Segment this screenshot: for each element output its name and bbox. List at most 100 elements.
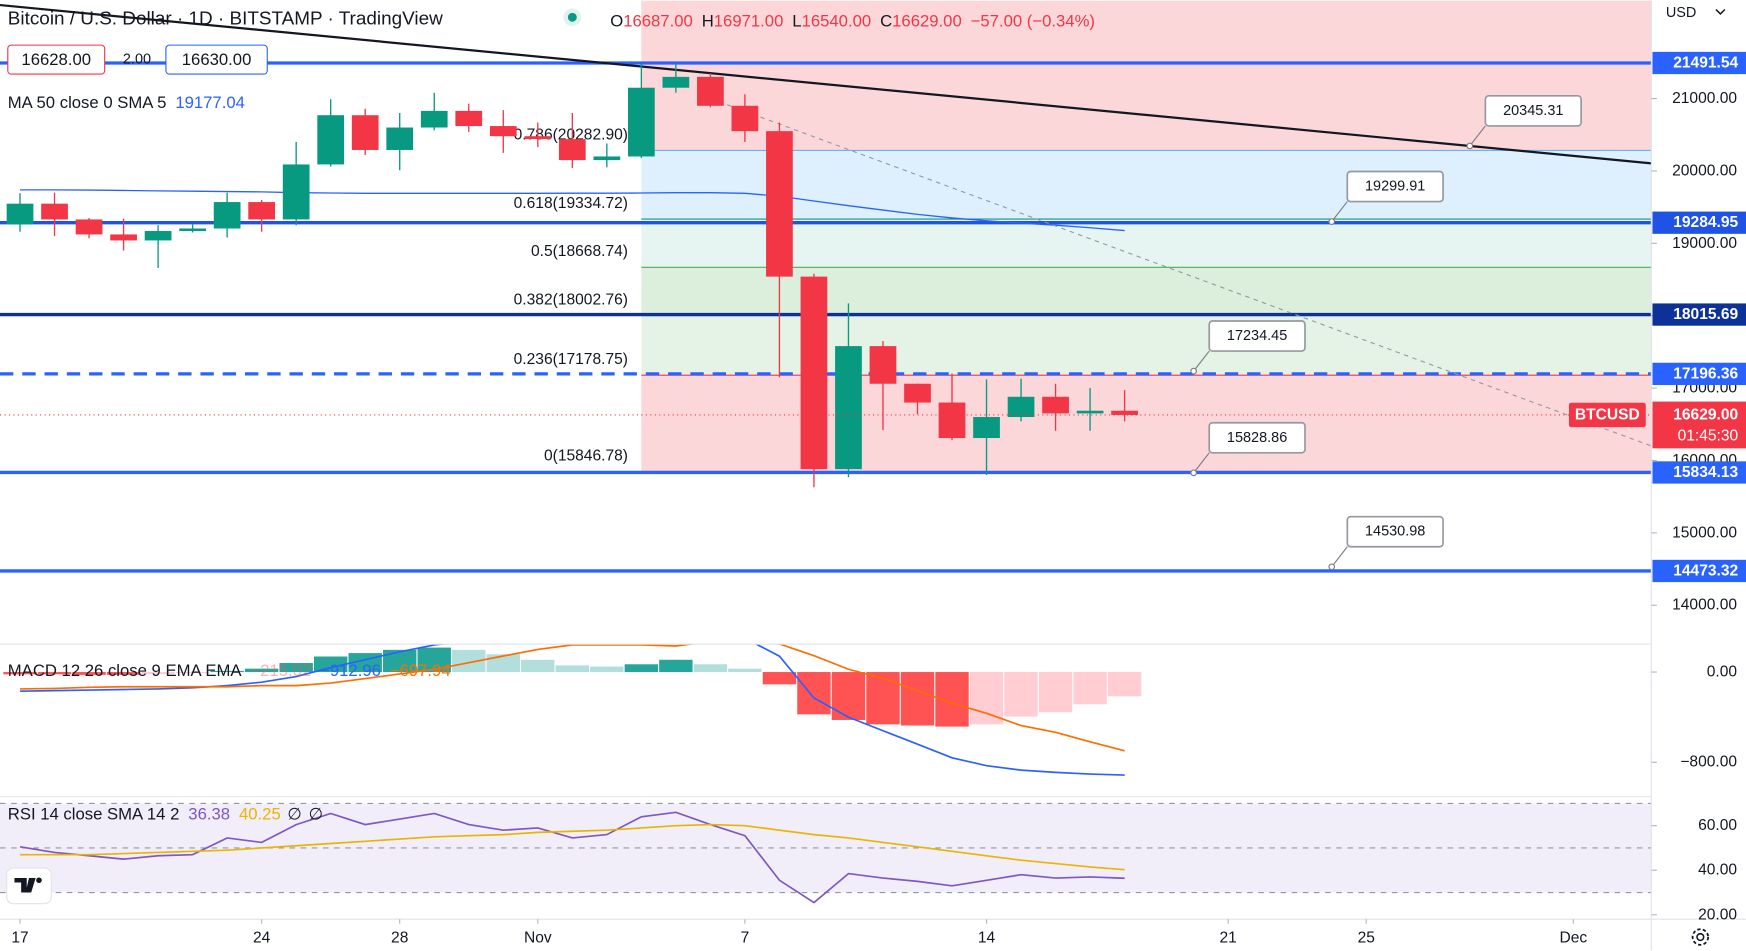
candle-body bbox=[248, 202, 276, 220]
level-tag-label: 19284.95 bbox=[1673, 214, 1738, 231]
ma-value: 19177.04 bbox=[175, 92, 245, 111]
candle-body bbox=[558, 139, 586, 161]
callout-box bbox=[1346, 170, 1444, 203]
rsi-pane bbox=[0, 802, 1652, 904]
fib-label: 0.236(17178.75) bbox=[514, 351, 628, 368]
x-tick-label: 14 bbox=[978, 930, 996, 947]
candle-body bbox=[110, 234, 137, 241]
candle-body bbox=[731, 105, 759, 132]
callout-anchor bbox=[1190, 469, 1197, 477]
countdown: 01:45:30 bbox=[1678, 428, 1739, 445]
callout-connector bbox=[1331, 201, 1348, 222]
level-tag-label: 18015.69 bbox=[1673, 306, 1738, 323]
macd-histogram-bar bbox=[521, 659, 555, 673]
candle-body bbox=[1007, 396, 1035, 418]
macd-line bbox=[20, 644, 1125, 752]
fib-zone bbox=[641, 315, 1652, 376]
level-tag-label: 14473.32 bbox=[1673, 562, 1738, 579]
x-tick-label: Dec bbox=[1559, 930, 1587, 947]
candle-body bbox=[6, 203, 34, 225]
level-tag-label: 15834.13 bbox=[1673, 464, 1738, 481]
macd-histogram-bar bbox=[1004, 672, 1038, 717]
candle-body bbox=[904, 383, 931, 403]
ask-box bbox=[165, 44, 268, 75]
rsi-line bbox=[19, 811, 1125, 904]
level-tag bbox=[1652, 362, 1746, 386]
candle-body bbox=[489, 126, 517, 137]
market-status-dot bbox=[567, 12, 577, 22]
rsi-line bbox=[20, 823, 1125, 871]
fib-label: 0.786(20282.90) bbox=[514, 126, 628, 143]
x-tick-label: 7 bbox=[741, 930, 750, 947]
y-tick-label: 15000.00 bbox=[1672, 524, 1737, 541]
price-pane: 0.786(20282.90) 0.618(19334.72) 0.5(18668.… bbox=[0, 0, 1652, 573]
candle-body bbox=[282, 164, 310, 220]
macd-histogram-bar bbox=[866, 672, 900, 725]
level-tag bbox=[1652, 559, 1746, 583]
y-tick-label: 20.00 bbox=[1698, 906, 1737, 923]
macd-histogram-bar bbox=[900, 672, 935, 726]
ask-price: 16630.00 bbox=[182, 50, 252, 69]
macd-histogram-bar bbox=[624, 664, 659, 673]
macd-pane bbox=[3, 644, 1142, 776]
candle-body bbox=[317, 115, 345, 165]
axes: 14000.0015000.0016000.0017000.0018000.00… bbox=[11, 5, 1746, 947]
y-tick-label: 20000.00 bbox=[1672, 162, 1737, 179]
macd-histogram-bar bbox=[3, 672, 37, 675]
bid-price: 16628.00 bbox=[21, 50, 91, 69]
candle-body bbox=[662, 76, 690, 88]
ohlc-value: 16540.00 bbox=[802, 11, 872, 30]
ohlc-key: O bbox=[610, 11, 623, 30]
macd-histogram-bar bbox=[313, 656, 348, 673]
y-tick-label: −800.00 bbox=[1680, 754, 1737, 771]
candle-body bbox=[593, 156, 621, 161]
macd-histogram-bar bbox=[72, 672, 106, 675]
ohlc-legend: O16687.00 H16971.00 L16540.00 C16629.00 −57.… bbox=[610, 11, 1095, 30]
callout-label: 19299.91 bbox=[1365, 179, 1425, 195]
candle-body bbox=[213, 202, 241, 229]
candle-body bbox=[1076, 410, 1104, 414]
macd-histogram-bar bbox=[728, 668, 762, 673]
candle-body bbox=[766, 131, 793, 277]
fib-zone bbox=[641, 267, 1652, 316]
candle-body bbox=[41, 203, 68, 220]
macd-histogram-bar bbox=[279, 663, 313, 673]
fib-zone bbox=[641, 150, 1652, 220]
fib-label: 0.382(18002.76) bbox=[514, 291, 628, 308]
macd-legend-value: −912.96 bbox=[320, 660, 381, 679]
macd-histogram-bar bbox=[762, 672, 797, 685]
candle-body bbox=[1042, 396, 1069, 414]
symbol-tag bbox=[1568, 402, 1646, 428]
rsi-extra: ∅ bbox=[309, 804, 324, 823]
callout-anchor bbox=[1328, 218, 1336, 225]
candle-body bbox=[800, 276, 828, 470]
macd-histogram-bar bbox=[1107, 672, 1142, 697]
ohlc-value: 16687.00 bbox=[623, 11, 693, 30]
callout-label: 14530.98 bbox=[1365, 524, 1425, 540]
x-tick-label: 24 bbox=[253, 930, 271, 947]
macd-histogram-bar bbox=[831, 672, 866, 720]
fib-label: 0.618(19334.72) bbox=[514, 195, 628, 212]
candle-body bbox=[697, 76, 724, 106]
title-text: Bitcoin / U.S. Dollar · 1D · BITSTAMP · … bbox=[8, 8, 443, 29]
callout-label: 15828.86 bbox=[1227, 430, 1287, 446]
spread: 2.00 bbox=[123, 52, 151, 68]
fib-label: 0.5(18668.74) bbox=[531, 243, 628, 260]
candle-body bbox=[386, 127, 414, 150]
callout-box bbox=[1208, 421, 1306, 454]
last-price-tag bbox=[1652, 401, 1746, 449]
macd-histogram-bar bbox=[693, 664, 728, 673]
macd-histogram-bar bbox=[486, 654, 520, 673]
settings-icon[interactable] bbox=[1691, 928, 1710, 946]
macd-histogram-bar bbox=[106, 672, 141, 675]
x-tick-label: Nov bbox=[524, 930, 552, 947]
x-tick-label: 25 bbox=[1358, 930, 1376, 947]
trendline bbox=[0, 3, 1652, 165]
macd-histogram-bar bbox=[383, 649, 417, 673]
candle-body bbox=[973, 417, 1000, 439]
macd-legend-value: −215.02 bbox=[250, 660, 311, 679]
candle-body bbox=[869, 346, 897, 384]
callout-anchor bbox=[1466, 142, 1474, 150]
